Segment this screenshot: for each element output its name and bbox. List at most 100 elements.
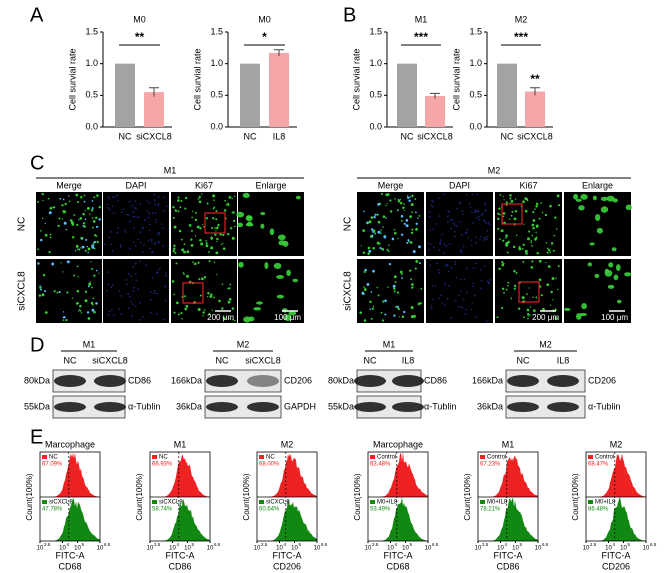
nucleus <box>484 220 486 223</box>
nucleus <box>430 204 432 207</box>
nucleus <box>106 207 109 209</box>
cell <box>295 195 301 200</box>
cell <box>184 295 186 298</box>
cell <box>395 306 397 308</box>
nucleus <box>151 251 153 254</box>
cell <box>363 270 366 273</box>
nucleus <box>106 203 108 206</box>
percent: 60.64% <box>259 507 280 513</box>
cell <box>525 252 528 255</box>
nucleus <box>156 232 159 235</box>
nucleus <box>436 262 438 265</box>
nucleus <box>108 208 111 211</box>
cell <box>177 313 180 316</box>
nucleus <box>151 238 153 241</box>
cell <box>196 225 200 229</box>
cell <box>228 297 232 301</box>
nucleus <box>118 290 121 293</box>
nucleus <box>474 209 477 211</box>
x-tick-exp: 4 <box>67 542 70 547</box>
cell <box>391 237 395 241</box>
nucleus <box>135 207 137 210</box>
cell <box>194 218 198 222</box>
cell <box>231 197 233 200</box>
nucleus <box>458 305 460 308</box>
cell <box>205 217 209 220</box>
x-tick-exp: 2.5 <box>44 542 51 547</box>
micrograph <box>495 259 562 323</box>
cell <box>92 226 94 229</box>
cell <box>48 211 52 215</box>
flow-ylabel: Count(100%) <box>135 473 144 520</box>
cell <box>210 295 213 298</box>
nucleus <box>440 294 442 297</box>
bar <box>115 63 135 127</box>
cell <box>575 313 582 320</box>
error-bar <box>530 87 540 96</box>
cell <box>79 304 82 308</box>
cell <box>389 210 393 213</box>
cell <box>232 319 234 321</box>
cell <box>535 296 538 299</box>
x-tick-base: 10 <box>605 546 612 552</box>
sample-label: NC <box>266 455 275 461</box>
nucleus <box>163 209 166 212</box>
cell <box>171 280 175 283</box>
cell <box>80 196 83 199</box>
cell <box>197 197 200 200</box>
flow-marker: CD86 <box>496 561 519 571</box>
percent: 63.48% <box>370 462 391 468</box>
sample-label: Control <box>377 455 396 461</box>
nucleus <box>156 292 158 295</box>
cell <box>418 215 421 217</box>
nucleus <box>117 226 119 229</box>
micrograph <box>357 259 424 323</box>
nucleus <box>447 270 450 273</box>
cell <box>380 229 382 231</box>
cell <box>172 206 175 209</box>
cell <box>409 196 412 198</box>
nucleus <box>442 193 445 195</box>
cell <box>194 211 197 214</box>
nucleus <box>438 297 440 300</box>
cell <box>364 268 367 272</box>
x-tick-base: 10 <box>169 546 176 552</box>
lane-label: NC <box>364 355 377 365</box>
cell <box>414 267 417 270</box>
nucleus <box>111 309 113 312</box>
column-header: Ki67 <box>519 180 537 190</box>
nucleus <box>137 238 140 240</box>
kda-label: 80kDa <box>24 375 50 385</box>
cell <box>514 210 518 213</box>
group-title: M1 <box>164 165 177 175</box>
cell <box>88 282 92 286</box>
cell <box>228 317 230 320</box>
nucleus <box>454 263 456 266</box>
cell <box>403 310 406 314</box>
cell <box>388 244 390 246</box>
cell <box>385 204 387 207</box>
cell <box>381 248 385 251</box>
cell <box>188 224 192 227</box>
cell <box>192 261 194 263</box>
cell <box>184 196 188 200</box>
x-tick-exp: 6.5 <box>542 542 549 547</box>
nucleus <box>157 271 159 274</box>
nucleus <box>467 236 470 239</box>
x-tick-exp: 2.5 <box>482 542 489 547</box>
nucleus <box>476 217 478 219</box>
nucleus <box>161 223 163 225</box>
cell <box>199 227 202 230</box>
nucleus <box>458 294 460 296</box>
flow-xlabel: FITC-A <box>56 550 85 560</box>
cell <box>545 241 548 244</box>
cell <box>558 204 561 207</box>
protein-label: GAPDH <box>284 401 316 411</box>
cell <box>382 300 385 303</box>
cell <box>210 246 214 250</box>
percent: 58.74% <box>152 507 173 513</box>
sample-label: Control <box>595 455 614 461</box>
cell <box>529 314 531 316</box>
cell <box>411 211 413 213</box>
x-tick-exp: 5 <box>82 542 85 547</box>
